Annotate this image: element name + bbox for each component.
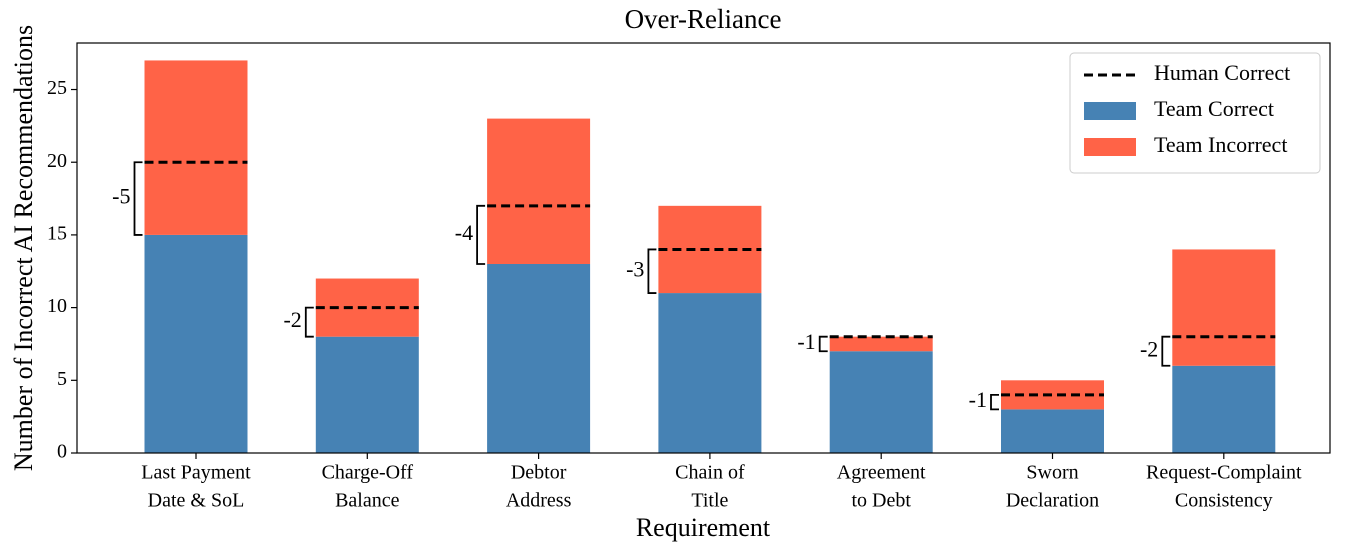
x-tick-label: Agreement xyxy=(837,462,926,484)
x-tick-label: Sworn xyxy=(1026,462,1078,484)
x-tick-label: Balance xyxy=(335,490,400,512)
difference-bracket xyxy=(304,306,314,338)
difference-label: -4 xyxy=(455,220,473,245)
x-tick-label: Charge-Off xyxy=(322,462,414,484)
bar-segment xyxy=(829,351,933,453)
bar-segment xyxy=(1172,249,1276,366)
bar-segment xyxy=(487,263,591,453)
difference-bracket xyxy=(1161,335,1171,367)
bar-segment xyxy=(315,336,419,453)
bar-segment xyxy=(144,234,248,453)
x-tick-label: Chain of xyxy=(675,462,745,484)
x-tick-label: Consistency xyxy=(1175,490,1273,512)
difference-bracket xyxy=(476,204,486,265)
legend-label: Team Incorrect xyxy=(1154,132,1287,157)
difference-label: -1 xyxy=(797,329,815,354)
bar-segment xyxy=(1001,409,1104,453)
x-tick-label: Address xyxy=(506,490,572,512)
x-tick-label: Last Payment xyxy=(141,462,251,484)
legend-label: Human Correct xyxy=(1154,60,1290,85)
difference-bracket xyxy=(647,248,657,294)
x-tick-label: Title xyxy=(691,490,728,512)
legend-label: Team Correct xyxy=(1154,96,1274,121)
difference-bracket xyxy=(990,393,999,411)
difference-label: -2 xyxy=(1140,336,1158,361)
bar-segment xyxy=(658,293,762,453)
bar-segment xyxy=(144,60,248,235)
bar-segment xyxy=(1172,365,1276,453)
y-tick-label: 5 xyxy=(57,368,67,390)
x-axis-label: Requirement xyxy=(636,513,771,542)
legend-swatch xyxy=(1084,102,1136,120)
legend-swatch xyxy=(1084,138,1136,156)
chart-title: Over-Reliance xyxy=(625,4,782,34)
y-tick-label: 0 xyxy=(57,441,67,463)
x-tick-label: Debtor xyxy=(511,462,567,484)
difference-bracket xyxy=(133,161,143,236)
y-tick-label: 20 xyxy=(47,150,67,172)
y-tick-label: 15 xyxy=(47,223,67,245)
difference-label: -5 xyxy=(112,184,130,209)
y-tick-label: 10 xyxy=(47,295,67,317)
x-tick-label: Declaration xyxy=(1006,490,1099,512)
x-tick-label: Request-Complaint xyxy=(1146,462,1302,484)
difference-label: -2 xyxy=(283,307,301,332)
bar-segment xyxy=(487,118,591,264)
x-tick-label: to Debt xyxy=(851,490,911,512)
x-tick-label: Date & SoL xyxy=(148,490,245,512)
difference-bracket xyxy=(818,335,828,353)
bar-segment xyxy=(829,336,933,352)
y-axis-label: Number of Incorrect AI Recommendations xyxy=(9,25,38,471)
difference-label: -1 xyxy=(969,387,987,412)
difference-label: -3 xyxy=(626,256,644,281)
plot-frame xyxy=(76,42,1331,454)
y-tick-label: 25 xyxy=(47,77,67,99)
